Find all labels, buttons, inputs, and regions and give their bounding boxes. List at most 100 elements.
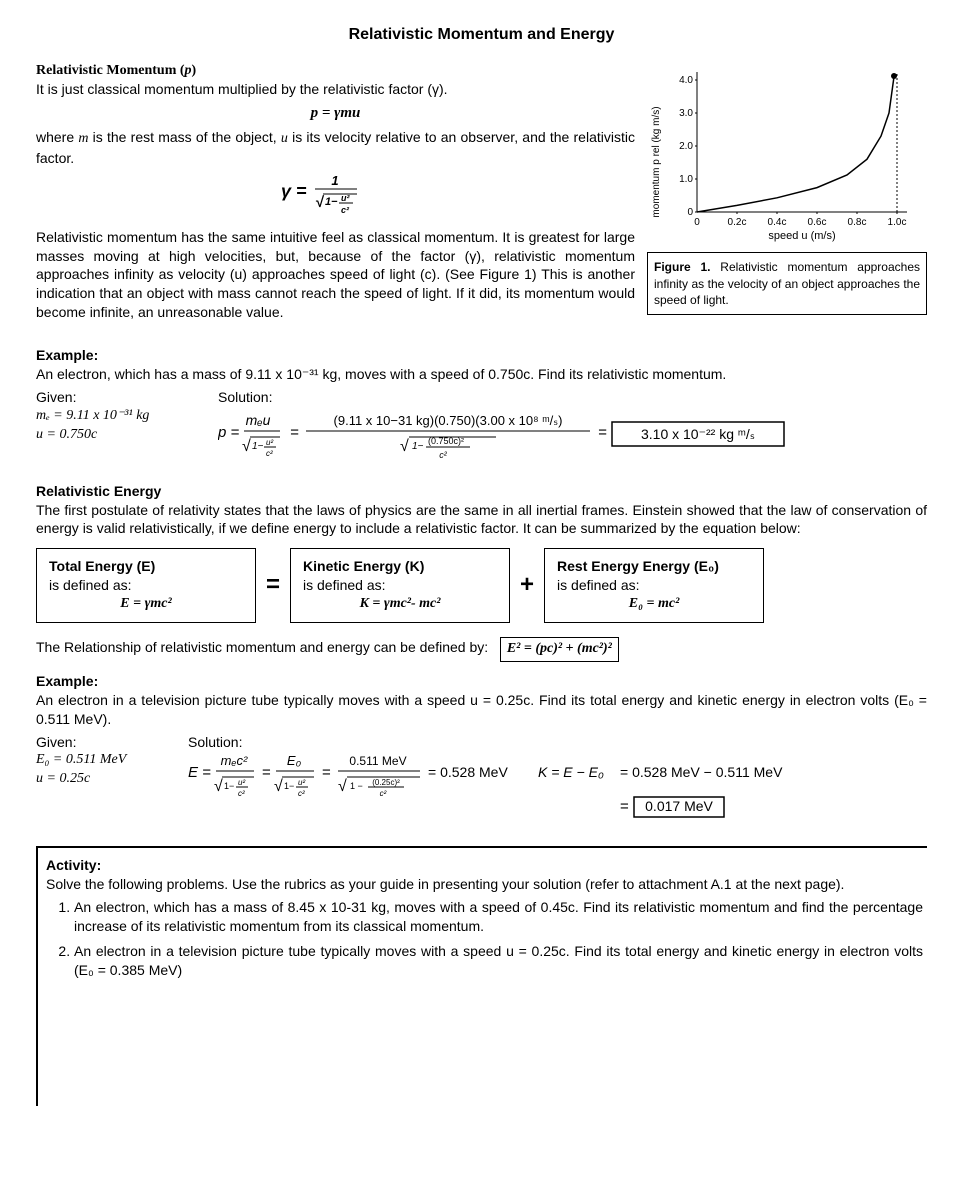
relationship-text: The Relationship of relativistic momentu…	[36, 639, 488, 655]
activity-list: An electron, which has a mass of 8.45 x …	[46, 898, 923, 980]
figure-caption: Figure 1. Relativistic momentum approach…	[647, 252, 927, 315]
relationship-formula: E² = (pc)² + (mc²)²	[500, 637, 619, 662]
svg-text:(0.25c)²: (0.25c)²	[372, 778, 400, 787]
svg-text:1−: 1−	[412, 441, 424, 452]
svg-text:K = E − E₀: K = E − E₀	[538, 764, 604, 780]
svg-text:√: √	[274, 778, 283, 795]
energy-heading: Relativistic Energy	[36, 482, 927, 501]
svg-text:(9.11 x 10−31 kg)(0.750)(3.00: (9.11 x 10−31 kg)(0.750)(3.00 x 10⁸ ᵐ/ₛ)	[334, 413, 563, 428]
svg-text:=: =	[598, 424, 607, 441]
rest-energy-label: Rest Energy Energy (E₀)	[557, 558, 719, 574]
kinetic-energy-label: Kinetic Energy (K)	[303, 558, 424, 574]
rest-energy-formula: E₀ = mc²	[557, 595, 751, 614]
total-energy-formula: E = γmc²	[49, 595, 243, 614]
svg-text:u²: u²	[298, 778, 305, 787]
svg-text:mₑc²: mₑc²	[221, 753, 248, 768]
given-me: mₑ = 9.11 x 10⁻³¹ kg	[36, 407, 206, 426]
svg-text:1−: 1−	[224, 781, 234, 791]
svg-text:speed u (m/s): speed u (m/s)	[768, 230, 835, 242]
svg-text:c²: c²	[266, 449, 273, 458]
svg-text:0: 0	[694, 217, 700, 228]
svg-text:0: 0	[687, 207, 693, 218]
svg-text:√: √	[214, 778, 223, 795]
example2-row: Given: E₀ = 0.511 MeV u = 0.25c Solution…	[36, 733, 927, 837]
rest-energy-box: Rest Energy Energy (E₀) is defined as: E…	[544, 548, 764, 623]
svg-text:√: √	[338, 778, 347, 795]
kinetic-energy-formula: K = γmc²- mc²	[303, 595, 497, 614]
svg-text:0.017 MeV: 0.017 MeV	[645, 798, 713, 814]
example1-prompt: An electron, which has a mass of 9.11 x …	[36, 365, 927, 384]
example2-heading: Example:	[36, 672, 927, 691]
svg-text:1.0: 1.0	[679, 174, 693, 185]
svg-text:=: =	[262, 764, 271, 781]
svg-text:3.0: 3.0	[679, 108, 693, 119]
solution-label-2: Solution:	[188, 733, 928, 752]
svg-text:u²: u²	[341, 193, 350, 203]
svg-text:momentum p rel (kg m/s): momentum p rel (kg m/s)	[651, 106, 662, 217]
svg-text:0.8c: 0.8c	[848, 217, 867, 228]
activity-heading: Activity:	[46, 856, 923, 875]
svg-text:=: =	[322, 764, 331, 781]
equals-sign: =	[266, 569, 280, 601]
svg-text:c²: c²	[341, 205, 350, 215]
relationship-line: The Relationship of relativistic momentu…	[36, 637, 927, 662]
solution-label: Solution:	[218, 388, 927, 407]
svg-text:γ =: γ =	[281, 181, 307, 201]
svg-text:E₀: E₀	[287, 753, 302, 768]
activity-q2: An electron in a television picture tube…	[74, 942, 923, 980]
svg-text:u²: u²	[266, 438, 273, 447]
svg-text:1: 1	[331, 173, 338, 188]
defined-as-1: is defined as:	[49, 577, 132, 593]
page-title: Relativistic Momentum and Energy	[36, 24, 927, 46]
total-energy-box: Total Energy (E) is defined as: E = γmc²	[36, 548, 256, 623]
activity-intro: Solve the following problems. Use the ru…	[46, 875, 923, 894]
svg-text:1.0c: 1.0c	[888, 217, 907, 228]
plus-sign: +	[520, 569, 534, 601]
svg-text:=: =	[620, 798, 629, 815]
svg-text:E =: E =	[188, 764, 211, 781]
svg-text:0.511 MeV: 0.511 MeV	[349, 754, 406, 768]
given2-2: u = 0.25c	[36, 770, 176, 789]
defined-as-3: is defined as:	[557, 577, 640, 593]
energy-body: The first postulate of relativity states…	[36, 501, 927, 539]
svg-text:=: =	[290, 424, 299, 441]
svg-text:2.0: 2.0	[679, 141, 693, 152]
svg-text:4.0: 4.0	[679, 75, 693, 86]
kinetic-energy-box: Kinetic Energy (K) is defined as: K = γm…	[290, 548, 510, 623]
svg-text:1−: 1−	[284, 781, 294, 791]
svg-text:√: √	[242, 438, 251, 455]
svg-text:0.2c: 0.2c	[728, 217, 747, 228]
example1-heading: Example:	[36, 346, 927, 365]
activity-box: Activity: Solve the following problems. …	[36, 846, 927, 1105]
svg-text:3.10 x 10⁻²² kg ᵐ/ₛ: 3.10 x 10⁻²² kg ᵐ/ₛ	[641, 426, 755, 442]
svg-text:p =: p =	[218, 424, 240, 441]
svg-text:c²: c²	[439, 450, 448, 460]
activity-q1: An electron, which has a mass of 8.45 x …	[74, 898, 923, 936]
gamma-formula-svg: γ = 1 √ 1− u² c²	[281, 171, 391, 217]
given-label-2: Given:	[36, 733, 176, 752]
svg-text:= 0.528 MeV − 0.511 MeV: = 0.528 MeV − 0.511 MeV	[620, 764, 783, 780]
example1-solution-row: Given: mₑ = 9.11 x 10⁻³¹ kg u = 0.750c S…	[36, 388, 927, 470]
svg-text:= 0.528 MeV: = 0.528 MeV	[428, 764, 508, 780]
momentum-chart: momentum p rel (kg m/s) 0 1.0 2.0 3.0 4.…	[647, 62, 927, 242]
svg-text:1−: 1−	[325, 196, 338, 208]
svg-text:mₑu: mₑu	[246, 412, 271, 428]
svg-text:(0.750c)²: (0.750c)²	[428, 436, 464, 446]
svg-text:1 −: 1 −	[350, 781, 363, 791]
svg-text:√: √	[400, 438, 409, 455]
svg-text:c²: c²	[298, 789, 305, 798]
given2-1: E₀ = 0.511 MeV	[36, 751, 176, 770]
figure-1: momentum p rel (kg m/s) 0 1.0 2.0 3.0 4.…	[647, 62, 927, 315]
svg-text:√: √	[315, 194, 325, 211]
svg-text:1−: 1−	[252, 441, 264, 452]
defined-as-2: is defined as:	[303, 577, 386, 593]
given-label: Given:	[36, 388, 206, 407]
example1-math: p = mₑu √ 1− u² c² = (9.11 x 10−31 kg)(0…	[218, 407, 918, 465]
svg-text:u²: u²	[238, 778, 245, 787]
svg-text:0.6c: 0.6c	[808, 217, 827, 228]
figure-caption-bold: Figure 1.	[654, 260, 710, 274]
example2-prompt: An electron in a television picture tube…	[36, 691, 927, 729]
example2-math: E = mₑc² √ 1− u² c² = E₀ √ 1− u² c²	[188, 751, 928, 831]
svg-text:0.4c: 0.4c	[768, 217, 787, 228]
svg-text:c²: c²	[238, 789, 245, 798]
